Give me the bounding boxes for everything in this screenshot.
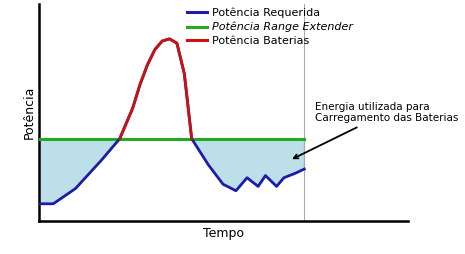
Text: Energia utilizada para
Carregamento das Baterias: Energia utilizada para Carregamento das …	[294, 102, 458, 158]
Y-axis label: Potência: Potência	[23, 86, 36, 139]
X-axis label: Tempo: Tempo	[203, 227, 244, 240]
Legend: Potência Requerida, Potência Range Extender, Potência Baterias: Potência Requerida, Potência Range Exten…	[184, 5, 355, 49]
